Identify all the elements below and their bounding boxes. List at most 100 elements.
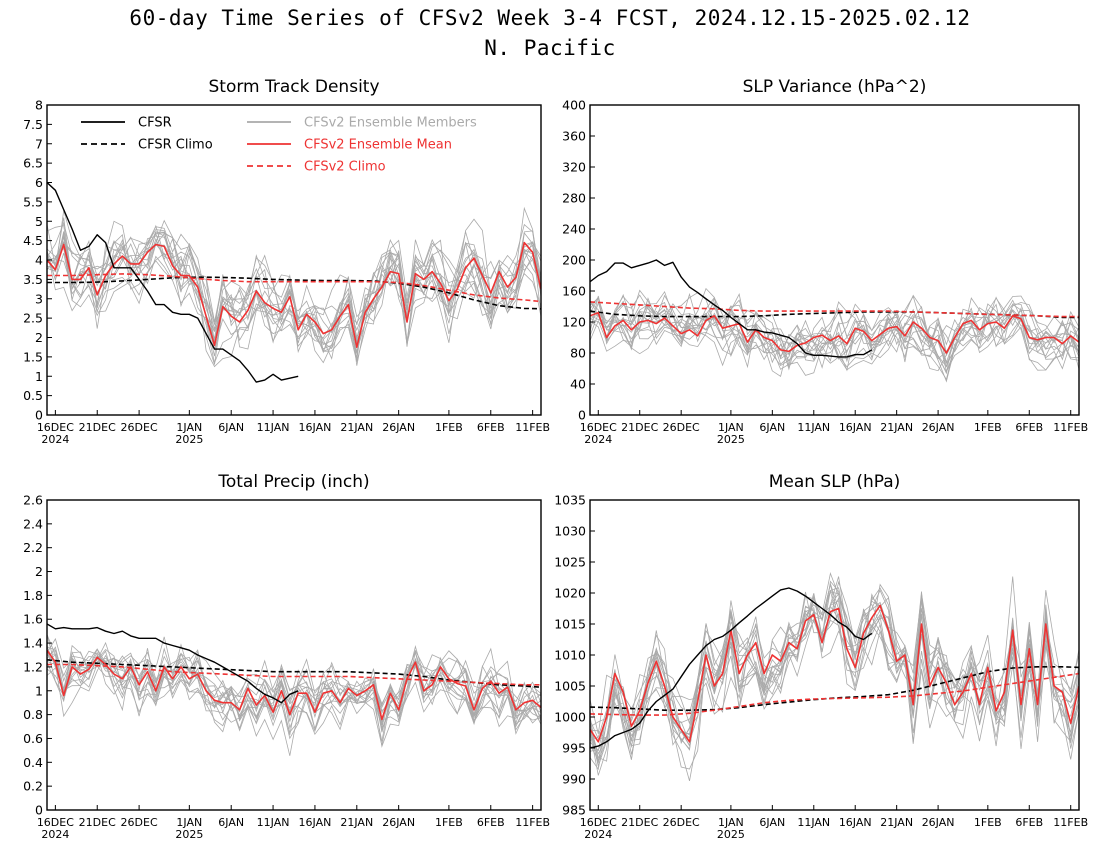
y-tick-label: 0.6 [23,731,43,746]
y-tick-label: 2 [35,330,43,345]
y-tick-label: 8 [35,98,43,113]
y-tick-label: 7.5 [23,117,43,132]
x-tick-label: 1JAN [718,816,744,829]
ensemble-member-line [47,648,541,736]
x-tick-label: 11JAN [797,816,830,829]
y-tick-label: 1020 [554,586,586,601]
y-tick-label: 995 [562,741,586,756]
y-tick-label: 0 [578,408,586,423]
cfsv2-climo-line [590,301,1079,318]
ensemble-member-line [590,308,1079,372]
ensemble-member-line [590,600,1079,751]
cfsr-line [590,259,873,358]
x-tick-label: 21DEC [621,421,658,434]
ensemble-member-line [47,646,541,731]
ensemble-member-line [590,294,1079,383]
ensemble-mean-line [590,604,1079,743]
y-tick-label: 0 [35,408,43,423]
chart-panel-2: 0 40 80 120 160 200 240 280 320 360 400 16DEC 21DEC 2… [562,77,1088,446]
y-tick-label: 1.4 [23,636,43,651]
x-year-label: 2024 [584,828,612,841]
y-tick-label: 0.2 [23,779,43,794]
x-tick-label: 1JAN [176,816,202,829]
y-tick-label: 80 [570,346,586,361]
ensemble-member-line [47,232,541,347]
x-tick-label: 6JAN [218,421,244,434]
x-tick-label: 6FEB [1015,816,1043,829]
legend-label: CFSv2 Climo [304,160,386,175]
cfsr-line [47,181,299,383]
y-tick-label: 160 [562,284,586,299]
x-tick-label: 26DEC [663,816,700,829]
y-tick-label: 6.5 [23,156,43,171]
ensemble-mean-line [47,649,541,721]
ensemble-member-line [47,648,541,722]
ensemble-member-line [590,293,1079,370]
y-tick-label: 360 [562,129,586,144]
x-tick-label: 26JAN [382,816,415,829]
chart-panel-1: 0 0.5 1 1.5 2 2.5 3 3.5 4 4.5 5 5.5 6 6.5 7 7.5 8 16DEC 21… [23,77,550,446]
x-year-label: 2025 [175,828,203,841]
y-tick-label: 4.5 [23,233,43,248]
y-tick-label: 2.6 [23,493,43,508]
x-tick-label: 6JAN [218,816,244,829]
plot-area [590,571,1079,782]
y-tick-label: 1.8 [23,588,43,603]
ensemble-member-line [590,587,1079,755]
x-tick-label: 11FEB [515,421,550,434]
plot-area [590,259,1079,383]
y-tick-label: 1025 [554,555,586,570]
ensemble-member-line [590,294,1079,374]
ensemble-member-line [47,220,541,345]
y-tick-label: 7 [35,136,43,151]
y-tick-label: 990 [562,772,586,787]
y-tick-label: 400 [562,98,586,113]
x-tick-label: 16DEC [37,816,74,829]
panel-title: Storm Track Density [208,77,379,97]
x-tick-label: 21JAN [340,421,373,434]
x-tick-label: 26DEC [121,421,158,434]
x-tick-label: 16JAN [839,421,872,434]
cfsr-climo-line [47,276,541,310]
x-tick-label: 11JAN [257,816,290,829]
chart-legend: CFSR CFSR Climo CFSv2 Ensemble Members CFSv… [81,116,477,175]
y-tick-label: 2.5 [23,311,43,326]
y-tick-label: 0.4 [23,755,43,770]
x-tick-label: 6FEB [477,421,505,434]
chart-panel-4: 985 990 995 1000 1005 1010 1015 1020 1025 1030 103… [554,472,1088,841]
y-tick-label: 1.5 [23,349,43,364]
x-year-label: 2024 [41,433,69,446]
x-tick-label: 6JAN [759,421,785,434]
y-tick-label: 1005 [554,679,586,694]
y-tick-label: 1.2 [23,659,43,674]
y-tick-label: 0 [35,803,43,818]
plot-area [47,181,541,383]
ensemble-mean-line [47,241,541,349]
y-tick-label: 1000 [554,710,586,725]
y-tick-label: 1030 [554,524,586,539]
x-tick-label: 16JAN [299,421,332,434]
x-tick-label: 21DEC [621,816,658,829]
x-year-label: 2024 [41,828,69,841]
ensemble-member-line [590,571,1079,763]
plot-frame [589,104,1080,416]
x-tick-label: 6FEB [477,816,505,829]
y-tick-label: 1 [35,369,43,384]
x-tick-label: 26JAN [922,816,955,829]
x-tick-label: 6FEB [1015,421,1043,434]
x-tick-label: 1FEB [435,421,463,434]
y-tick-label: 3.5 [23,272,43,287]
y-tick-label: 320 [562,160,586,175]
x-tick-label: 1JAN [176,421,202,434]
ensemble-member-line [47,232,541,334]
x-tick-label: 21DEC [79,816,116,829]
x-tick-label: 21DEC [79,421,116,434]
legend-label: CFSR [138,116,172,131]
panel-title: SLP Variance (hPa^2) [743,77,927,97]
x-tick-label: 11JAN [257,421,290,434]
plot-area [47,623,541,756]
y-tick-label: 2.2 [23,540,43,555]
figure-title: 60-day Time Series of CFSv2 Week 3-4 FCS… [129,6,971,30]
panel-title: Total Precip (inch) [217,472,369,492]
ensemble-member-line [47,637,541,722]
